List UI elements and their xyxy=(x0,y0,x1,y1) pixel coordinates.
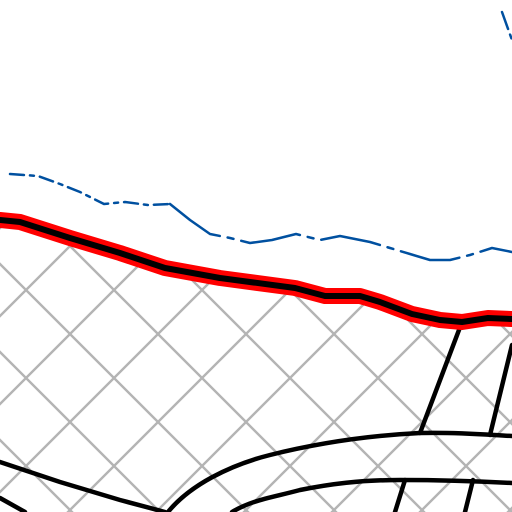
boundary-inner xyxy=(0,217,512,325)
road-vertical-3 xyxy=(392,477,408,512)
waterline-segment-2 xyxy=(168,202,512,262)
waterline-segment-1 xyxy=(8,172,172,207)
road-left-diagonal xyxy=(0,459,168,512)
roads xyxy=(0,319,512,512)
waterline-top-right xyxy=(500,10,512,42)
waterline-dashed xyxy=(8,10,512,262)
road-bottom-left xyxy=(0,495,28,512)
road-vertical-4 xyxy=(462,477,476,512)
road-vertical-1 xyxy=(417,319,465,436)
road-main-curve xyxy=(165,430,512,512)
road-lower-curve xyxy=(229,477,512,512)
road-vertical-2 xyxy=(487,342,512,438)
boundary-line xyxy=(0,212,512,330)
